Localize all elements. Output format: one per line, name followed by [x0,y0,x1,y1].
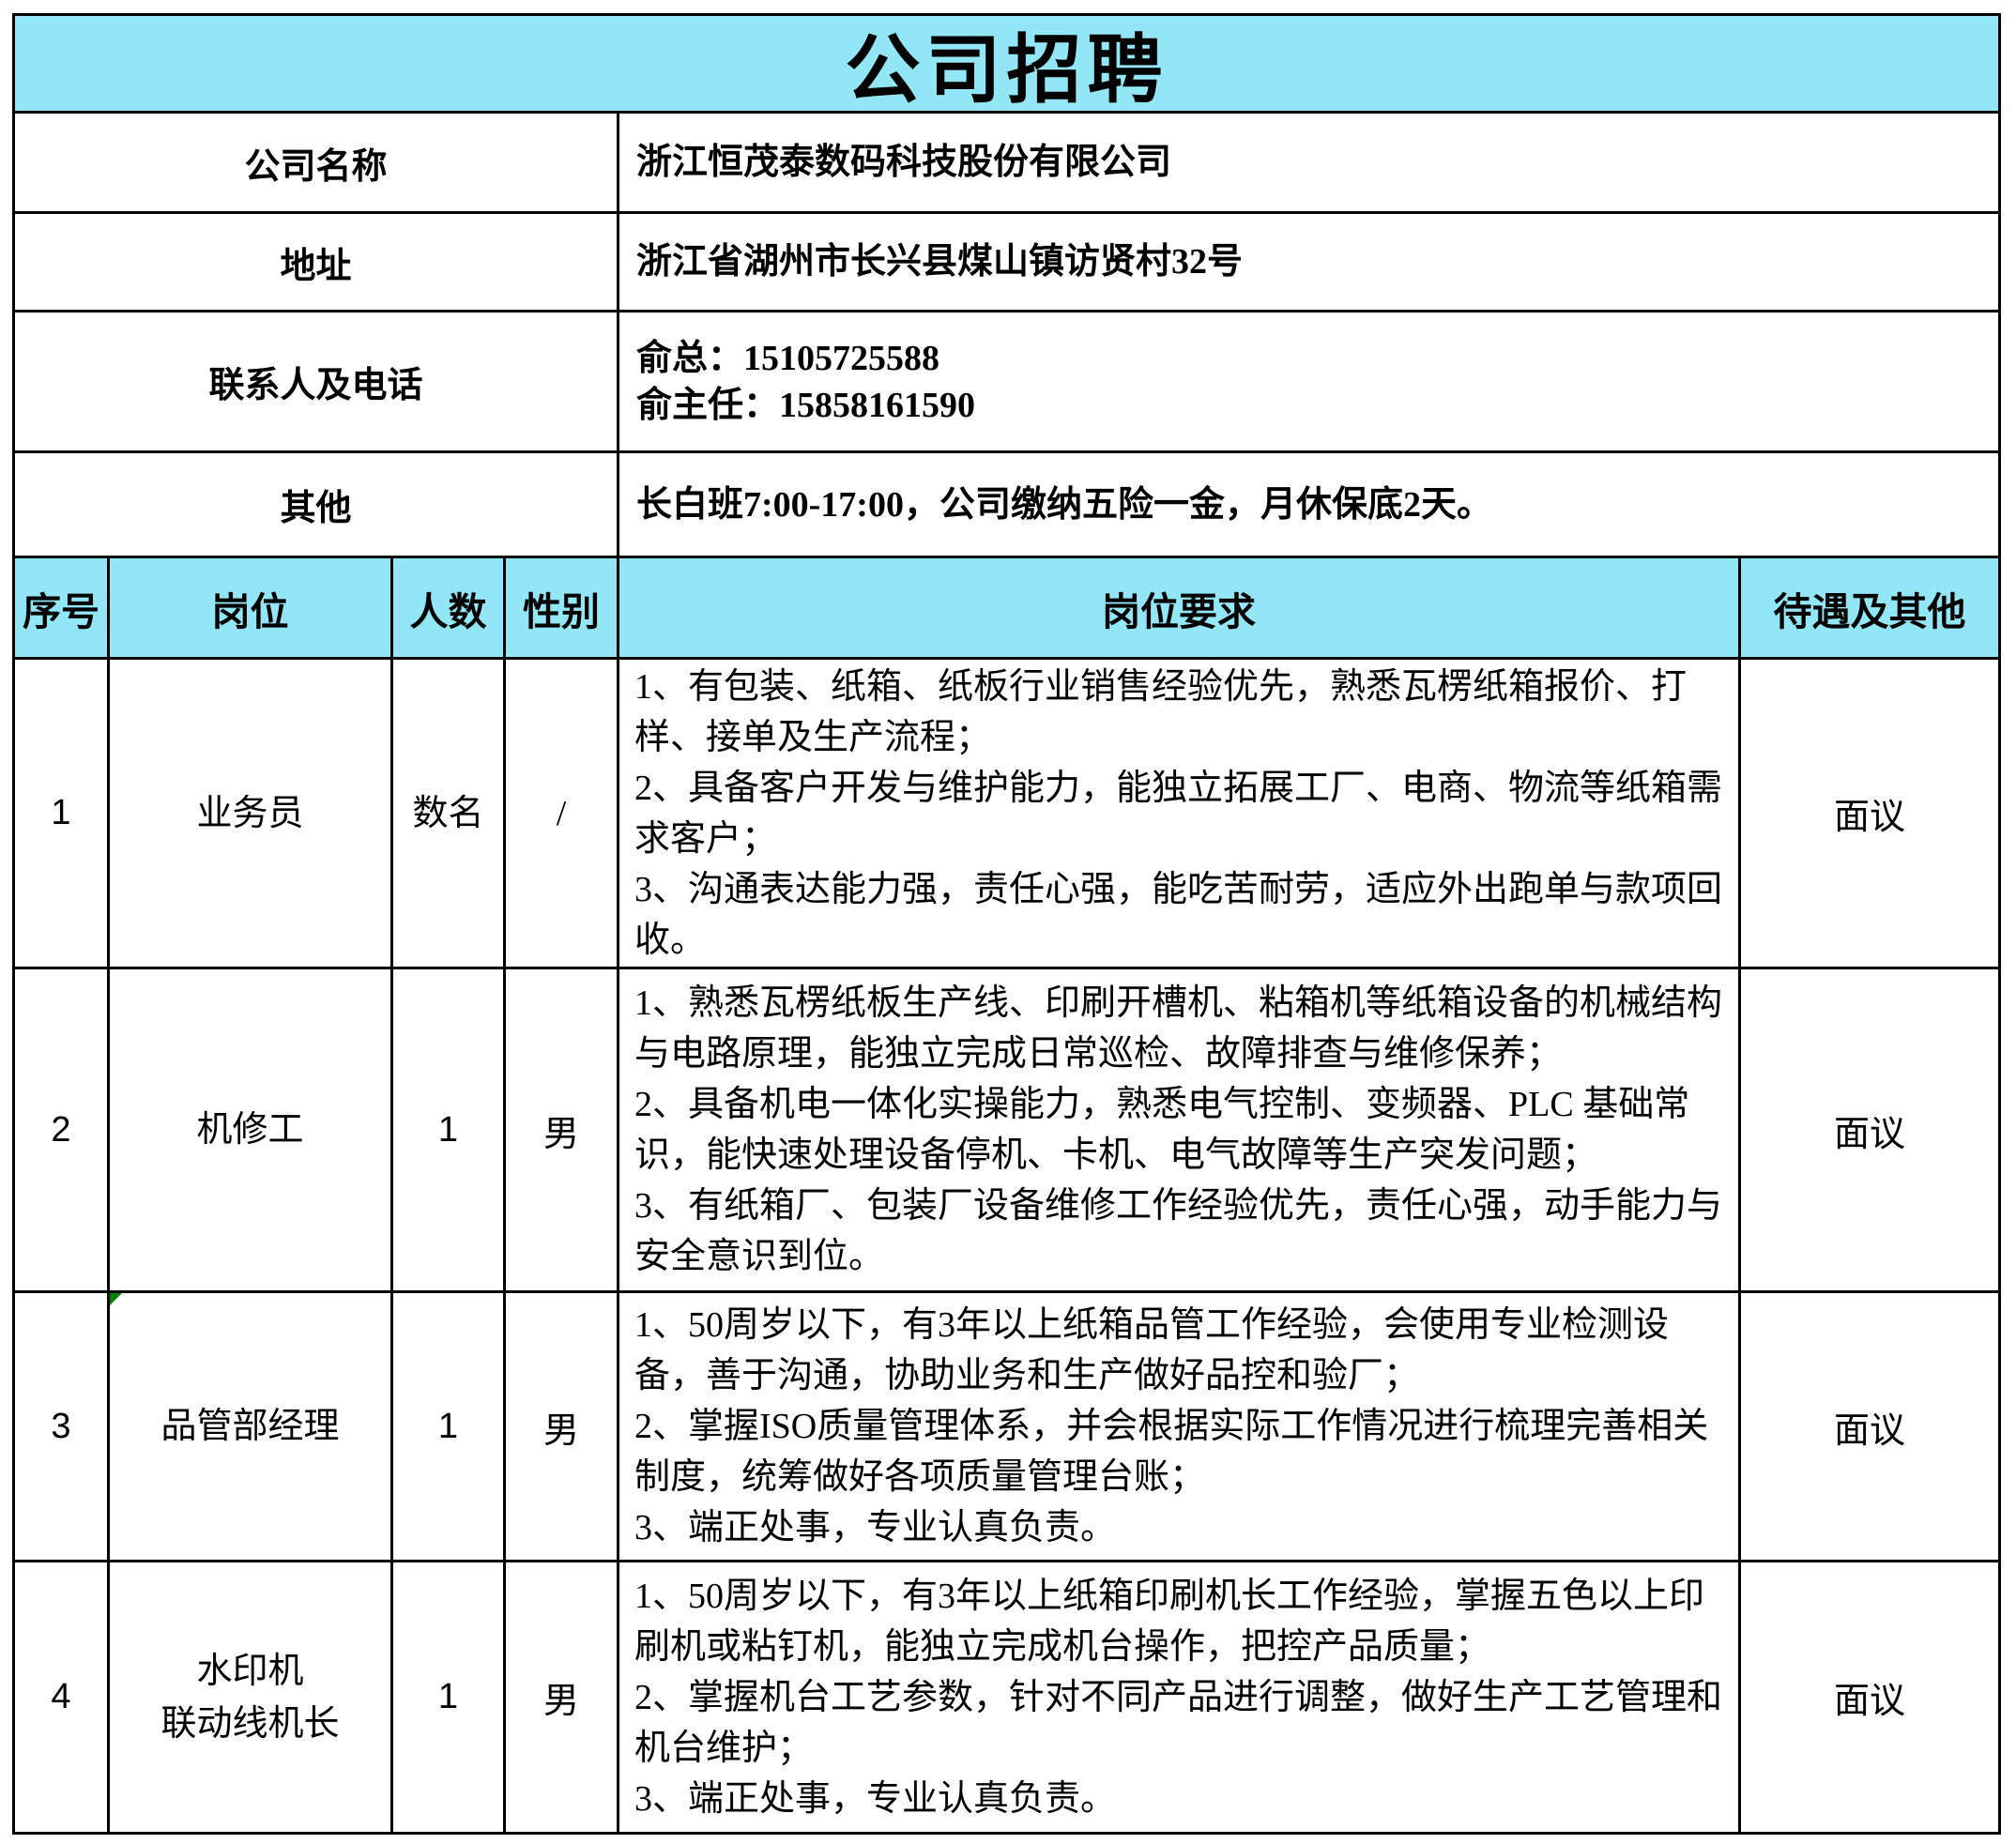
job-1-requirements: 1、有包装、纸箱、纸板行业销售经验优先，熟悉瓦楞纸箱报价、打样、接单及生产流程；… [619,660,1738,967]
job-2-requirements: 1、熟悉瓦楞纸板生产线、印刷开槽机、粘箱机等纸箱设备的机械结构与电路原理，能独立… [619,969,1738,1290]
col-header-position: 岗位 [110,558,390,657]
info-value-contact: 俞总：15105725588 俞主任：15858161590 [619,312,1998,450]
col-header-count: 人数 [393,558,503,657]
job-4-salary: 面议 [1741,1562,1998,1832]
job-3-no: 3 [15,1293,107,1560]
info-label-contact: 联系人及电话 [15,312,617,450]
job-1-count: 数名 [393,660,503,967]
job-3-position: 品管部经理 [110,1293,390,1560]
info-label-other: 其他 [15,453,617,556]
job-1-salary: 面议 [1741,660,1998,967]
col-header-salary: 待遇及其他 [1741,558,1998,657]
job-1-position: 业务员 [110,660,390,967]
cell-note-triangle-icon [110,1293,122,1305]
info-label-company-name: 公司名称 [15,114,617,211]
sheet-title: 公司招聘 [15,16,1998,111]
job-2-count: 1 [393,969,503,1290]
job-1-no: 1 [15,660,107,967]
job-2-position: 机修工 [110,969,390,1290]
job-3-position-text: 品管部经理 [160,1407,340,1446]
job-4-gender: 男 [506,1562,617,1832]
recruitment-table: 公司招聘 公司名称 浙江恒茂泰数码科技股份有限公司 地址 浙江省湖州市长兴县煤山… [12,13,2001,1835]
job-2-gender: 男 [506,969,617,1290]
job-4-no: 4 [15,1562,107,1832]
job-3-requirements: 1、50周岁以下，有3年以上纸箱品管工作经验，会使用专业检测设备，善于沟通，协助… [619,1293,1738,1560]
info-label-address: 地址 [15,214,617,310]
col-header-requirements: 岗位要求 [619,558,1738,657]
job-3-count: 1 [393,1293,503,1560]
col-header-no: 序号 [15,558,107,657]
job-1-gender: / [506,660,617,967]
col-header-gender: 性别 [506,558,617,657]
job-3-salary: 面议 [1741,1293,1998,1560]
info-value-company-name: 浙江恒茂泰数码科技股份有限公司 [619,114,1998,211]
job-2-salary: 面议 [1741,969,1998,1290]
job-2-no: 2 [15,969,107,1290]
job-4-position: 水印机 联动线机长 [110,1562,390,1832]
job-4-count: 1 [393,1562,503,1832]
info-value-other: 长白班7:00-17:00，公司缴纳五险一金，月休保底2天。 [619,453,1998,556]
job-4-requirements: 1、50周岁以下，有3年以上纸箱印刷机长工作经验，掌握五色以上印刷机或粘钉机，能… [619,1562,1738,1832]
info-value-address: 浙江省湖州市长兴县煤山镇访贤村32号 [619,214,1998,310]
job-3-gender: 男 [506,1293,617,1560]
